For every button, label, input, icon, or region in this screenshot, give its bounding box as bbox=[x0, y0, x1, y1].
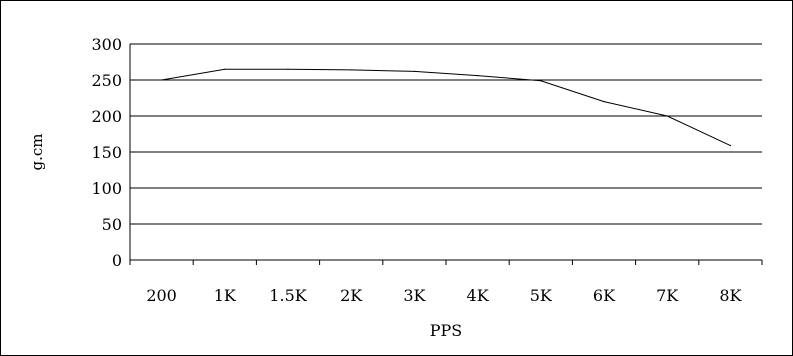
x-tick-label: 5K bbox=[530, 286, 553, 305]
x-tick-label: 7K bbox=[656, 286, 679, 305]
y-axis-label: g.cm bbox=[28, 134, 46, 171]
data-point bbox=[540, 80, 542, 82]
x-axis-label: PPS bbox=[430, 321, 463, 340]
x-tick-label: 200 bbox=[146, 286, 177, 305]
data-point bbox=[603, 101, 605, 103]
data-point bbox=[350, 69, 352, 71]
x-tick-label: 2K bbox=[340, 286, 363, 305]
data-point bbox=[224, 68, 226, 70]
y-tick-label: 100 bbox=[91, 179, 122, 198]
x-tick-label: 8K bbox=[719, 286, 742, 305]
y-tick-label: 300 bbox=[91, 35, 122, 54]
x-tick-label: 1.5K bbox=[269, 286, 307, 305]
gridlines bbox=[130, 43, 762, 225]
data-point bbox=[161, 79, 163, 81]
series-group bbox=[161, 68, 732, 147]
y-tick-label: 150 bbox=[91, 143, 122, 162]
y-tick-label: 50 bbox=[102, 215, 122, 234]
y-tick-label: 0 bbox=[112, 251, 122, 270]
data-point bbox=[413, 70, 415, 72]
x-ticks bbox=[129, 260, 763, 265]
x-tick-label: 4K bbox=[467, 286, 490, 305]
x-tick-label: 1K bbox=[214, 286, 237, 305]
series-line bbox=[161, 68, 731, 146]
x-tick-label: 6K bbox=[593, 286, 616, 305]
y-tick-labels: 0 50 100 150 200 250 300 bbox=[91, 35, 122, 270]
x-tick-labels: 200 1K 1.5K 2K 3K 4K 5K 6K 7K 8K bbox=[146, 286, 742, 305]
x-tick-label: 3K bbox=[403, 286, 426, 305]
data-point bbox=[666, 115, 668, 117]
y-tick-label: 200 bbox=[91, 107, 122, 126]
data-point bbox=[477, 75, 479, 77]
data-point bbox=[287, 68, 289, 70]
data-point bbox=[729, 144, 732, 147]
y-tick-label: 250 bbox=[91, 71, 122, 90]
